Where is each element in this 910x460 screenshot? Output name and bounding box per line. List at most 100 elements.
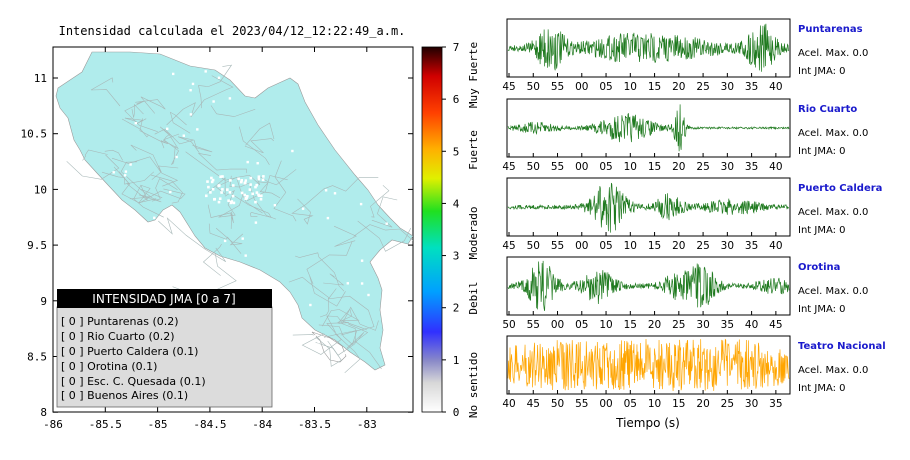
waveform-tick-label: 15 bbox=[648, 240, 661, 252]
city-dot bbox=[244, 254, 247, 257]
city-dot bbox=[211, 188, 215, 191]
waveform-tick-label: 35 bbox=[745, 161, 758, 173]
waveform-tick-label: 55 bbox=[551, 161, 564, 173]
city-dot bbox=[217, 200, 221, 204]
city-dot bbox=[217, 76, 221, 79]
waveform-tick-label: 25 bbox=[672, 319, 685, 331]
city-dot bbox=[204, 70, 207, 73]
road-segment bbox=[257, 181, 281, 199]
city-dot bbox=[229, 179, 232, 182]
road-segment bbox=[335, 333, 361, 374]
colorbar-label-no-sentido: No sentido bbox=[467, 352, 480, 418]
waveform-tick-label: 35 bbox=[769, 398, 782, 410]
waveform-tick-label: 05 bbox=[575, 319, 588, 331]
city-dot bbox=[182, 134, 185, 137]
road-segment bbox=[207, 204, 234, 229]
road-network bbox=[66, 64, 413, 374]
road-segment bbox=[210, 105, 256, 117]
city-dot bbox=[240, 180, 243, 184]
waveform-tick-label: 50 bbox=[527, 161, 540, 173]
city-dot bbox=[244, 179, 247, 182]
map-x-tick-label: -85 bbox=[148, 418, 168, 431]
legend-station-4: [ 0 ] Orotina (0.1) bbox=[61, 360, 157, 373]
city-dot bbox=[219, 175, 222, 178]
road-segment bbox=[121, 118, 149, 138]
map-y-tick-label: 11 bbox=[34, 72, 47, 85]
waveform-tick-label: 00 bbox=[575, 161, 588, 173]
waveform-tick-label: 05 bbox=[624, 398, 637, 410]
legend-header-bg bbox=[57, 289, 272, 308]
city-dot bbox=[169, 190, 172, 194]
waveform-tick-label: 10 bbox=[648, 398, 661, 410]
legend-body bbox=[56, 306, 273, 408]
city-dot bbox=[261, 178, 265, 182]
intensity-legend: INTENSIDAD JMA [0 a 7] [ 0 ] Puntarenas … bbox=[56, 289, 273, 408]
colorbar-label-fuerte: Fuerte bbox=[467, 130, 480, 170]
waveform-tick-label: 35 bbox=[745, 240, 758, 252]
waveform-tick-label: 40 bbox=[769, 240, 782, 252]
colorbar-tick-label: 7 bbox=[453, 41, 460, 54]
city-dot bbox=[254, 221, 258, 224]
road-segment bbox=[151, 174, 183, 204]
waveform-tick-label: 15 bbox=[624, 319, 637, 331]
waveform-tick-label: 10 bbox=[599, 319, 612, 331]
waveform-station-name: Puerto Caldera bbox=[798, 183, 882, 194]
city-dot bbox=[291, 149, 294, 153]
city-dot bbox=[166, 127, 169, 130]
road-segment bbox=[322, 309, 368, 331]
road-segment bbox=[371, 196, 398, 228]
road-segment bbox=[208, 223, 242, 254]
costa-rica-landmass bbox=[55, 51, 413, 371]
waveform-tick-label: 00 bbox=[599, 398, 612, 410]
road-segment bbox=[207, 174, 261, 196]
map-x-axis: -86 -85.5 -85 -84.5 -84 -83.5 -83 bbox=[43, 47, 377, 431]
city-dot bbox=[153, 216, 156, 219]
waveform-tick-label: 05 bbox=[599, 81, 612, 93]
road-segment bbox=[333, 225, 357, 247]
waveform-tick-label: 00 bbox=[575, 81, 588, 93]
legend-header: INTENSIDAD JMA [0 a 7] bbox=[92, 292, 235, 306]
city-dot bbox=[134, 122, 137, 125]
map-x-tick-label: -84 bbox=[252, 418, 272, 431]
city-dot bbox=[123, 174, 127, 177]
city-markers bbox=[112, 70, 388, 357]
city-dot bbox=[254, 185, 257, 189]
road-segment bbox=[245, 122, 275, 146]
waveform-tick-label: 50 bbox=[502, 319, 515, 331]
road-segment bbox=[327, 288, 375, 336]
waveform-trace bbox=[507, 104, 790, 152]
waveform-tick-label: 40 bbox=[745, 319, 758, 331]
waveform-tick-label: 00 bbox=[575, 240, 588, 252]
city-dot bbox=[262, 175, 265, 178]
waveform-frame bbox=[506, 98, 791, 158]
waveform-panel-3: 50 55 00 05 10 15 20 25 30 35 40 45 Orotina Acel. Max… bbox=[502, 256, 868, 331]
map-x-tick-label: -83 bbox=[357, 418, 377, 431]
road-segment bbox=[244, 138, 274, 154]
city-dot bbox=[248, 188, 252, 191]
waveform-tick-label: 20 bbox=[672, 240, 685, 252]
city-dot bbox=[326, 216, 330, 220]
road-segment bbox=[292, 198, 314, 225]
city-dot bbox=[211, 178, 215, 182]
waveform-tick-label: 25 bbox=[696, 81, 709, 93]
waveform-tick-label: 45 bbox=[527, 398, 540, 410]
city-dot bbox=[367, 293, 370, 297]
road-segment bbox=[169, 111, 191, 134]
road-segment bbox=[130, 144, 162, 180]
colorbar-tick-label: 3 bbox=[453, 250, 460, 263]
legend-station-3: [ 0 ] Puerto Caldera (0.1) bbox=[61, 345, 198, 358]
road-segment bbox=[111, 156, 162, 173]
city-dot bbox=[218, 197, 222, 200]
waveform-tick-label: 10 bbox=[624, 161, 637, 173]
city-dot bbox=[346, 282, 349, 285]
waveform-tick-label: 40 bbox=[769, 161, 782, 173]
waveform-accel-max: Acel. Max. 0.0 bbox=[798, 48, 868, 59]
waveform-tick-label: 35 bbox=[721, 319, 734, 331]
road-segment bbox=[124, 100, 158, 132]
waveform-station-name: Orotina bbox=[798, 262, 840, 273]
map-x-tick-label: -84.5 bbox=[193, 418, 226, 431]
waveform-tick-label: 25 bbox=[696, 161, 709, 173]
city-dot bbox=[257, 175, 261, 178]
city-dot bbox=[360, 259, 364, 262]
